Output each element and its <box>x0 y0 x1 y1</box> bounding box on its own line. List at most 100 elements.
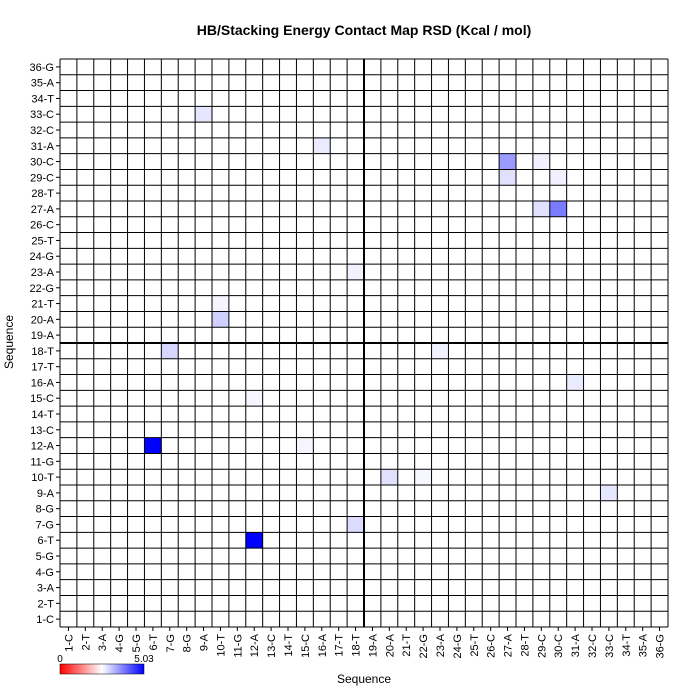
x-tick-label: 16-A <box>317 633 329 657</box>
chart-title: HB/Stacking Energy Contact Map RSD (Kcal… <box>197 22 532 38</box>
x-tick-label: 33-C <box>604 634 616 658</box>
heatmap-cell <box>313 137 331 154</box>
x-tick-label: 26-C <box>486 634 498 658</box>
x-tick-label: 22-G <box>418 634 430 658</box>
x-tick-label: 8-G <box>182 634 194 652</box>
heatmap-cell <box>431 343 449 359</box>
heatmap-cell <box>532 201 550 217</box>
y-tick-label: 5-G <box>36 551 54 563</box>
y-tick-label: 33-C <box>30 109 54 121</box>
x-tick-label: 1-C <box>63 634 75 652</box>
y-tick-label: 9-A <box>37 488 55 500</box>
y-tick-label: 11-G <box>30 456 54 468</box>
y-tick-label: 29-C <box>30 172 54 184</box>
y-tick-label: 15-C <box>30 393 54 405</box>
x-tick-label: 3-A <box>97 633 109 651</box>
heatmap-cell <box>600 485 618 501</box>
heatmap-cell <box>296 437 314 454</box>
x-tick-label: 21-T <box>401 634 413 657</box>
x-tick-label: 34-T <box>621 634 633 657</box>
colorbar-min-label: 0 <box>57 654 63 665</box>
y-tick-label: 3-A <box>37 583 55 595</box>
y-tick-label: 34-T <box>31 93 54 105</box>
x-tick-label: 31-A <box>570 633 582 657</box>
x-tick-label: 20-A <box>384 633 396 657</box>
x-tick-label: 4-G <box>114 634 126 652</box>
separator-lines <box>60 59 668 627</box>
x-tick-label: 14-T <box>283 634 295 657</box>
x-axis-label: Sequence <box>337 672 391 686</box>
heatmap-cells <box>144 106 618 549</box>
heatmap-cell <box>499 169 516 186</box>
x-tick-label: 13-C <box>266 634 278 658</box>
x-tick-label: 17-T <box>334 634 346 657</box>
x-tick-label: 25-T <box>469 634 481 657</box>
x-tick-labels: 1-C 2-T 3-A 4-G 5-G 6-T 7-G 8-G 9-A 10-T 11-G 12-A 1… <box>63 627 667 658</box>
y-tick-label: 26-C <box>30 220 54 232</box>
y-tick-label: 23-A <box>31 267 55 279</box>
heatmap-cell <box>144 437 162 454</box>
heatmap-cell <box>212 295 229 312</box>
y-tick-label: 22-G <box>30 283 54 295</box>
colorbar-gradient <box>59 663 145 675</box>
y-tick-label: 17-T <box>31 362 54 374</box>
y-tick-label: 7-G <box>36 519 54 531</box>
y-tick-label: 6-T <box>38 535 55 547</box>
heatmap-cell <box>195 106 212 123</box>
y-tick-label: 14-T <box>31 409 54 421</box>
colorbar-max-label: 5.03 <box>134 654 154 665</box>
x-tick-label: 30-C <box>553 634 565 658</box>
x-tick-label: 12-A <box>249 633 261 657</box>
heatmap-cell <box>499 153 516 170</box>
y-axis-label: Sequence <box>2 315 16 369</box>
x-tick-label: 18-T <box>351 634 363 657</box>
x-tick-label: 15-C <box>300 634 312 658</box>
x-tick-label: 24-G <box>452 634 464 658</box>
y-tick-label: 21-T <box>31 299 54 311</box>
heatmap-cell <box>212 311 229 328</box>
x-tick-label: 29-C <box>536 634 548 658</box>
heatmap-cell <box>161 343 179 359</box>
y-tick-label: 31-A <box>31 141 55 153</box>
y-tick-label: 1-C <box>36 614 54 626</box>
x-tick-label: 19-A <box>367 633 379 657</box>
x-tick-label: 35-A <box>638 633 650 657</box>
x-tick-label: 5-G <box>131 634 143 652</box>
heatmap-cell <box>245 390 263 407</box>
heatmap-cell <box>347 264 364 280</box>
y-tick-label: 4-G <box>36 567 54 579</box>
y-tick-label: 8-G <box>36 504 54 516</box>
y-tick-label: 28-T <box>31 188 54 200</box>
x-tick-label: 36-G <box>655 634 667 658</box>
y-tick-label: 20-A <box>31 314 55 326</box>
heatmap-cell <box>380 469 398 485</box>
y-tick-label: 16-A <box>31 377 55 389</box>
colorbar: 0 5.03 <box>57 654 154 675</box>
x-tick-label: 11-G <box>232 634 244 658</box>
y-tick-label: 12-A <box>31 441 55 453</box>
y-tick-label: 25-T <box>31 235 54 247</box>
x-tick-label: 27-A <box>503 633 515 657</box>
heatmap-cell <box>549 201 567 217</box>
y-tick-label: 36-G <box>30 62 54 74</box>
y-tick-label: 18-T <box>31 346 54 358</box>
heatmap-cell <box>245 532 263 549</box>
heatmap-cell <box>414 469 432 485</box>
x-tick-label: 10-T <box>215 634 227 657</box>
y-tick-label: 27-A <box>31 204 55 216</box>
x-tick-label: 9-A <box>199 633 211 651</box>
x-tick-label: 2-T <box>80 634 92 651</box>
heatmap-cell <box>566 374 584 391</box>
y-tick-label: 2-T <box>38 598 55 610</box>
x-tick-label: 6-T <box>148 634 160 651</box>
heatmap-cell <box>549 169 567 186</box>
x-tick-label: 7-G <box>165 634 177 652</box>
y-tick-label: 30-C <box>30 157 54 169</box>
x-tick-label: 32-C <box>587 634 599 658</box>
y-tick-label: 10-T <box>31 472 54 484</box>
heatmap-cell <box>532 153 550 170</box>
y-tick-label: 32-C <box>30 125 54 137</box>
y-tick-labels: 1-C 2-T 3-A 4-G 5-G 6-T 7-G 8-G 9-A 10-T 11-G 12-A 1… <box>30 62 60 626</box>
x-tick-label: 23-A <box>435 633 447 657</box>
